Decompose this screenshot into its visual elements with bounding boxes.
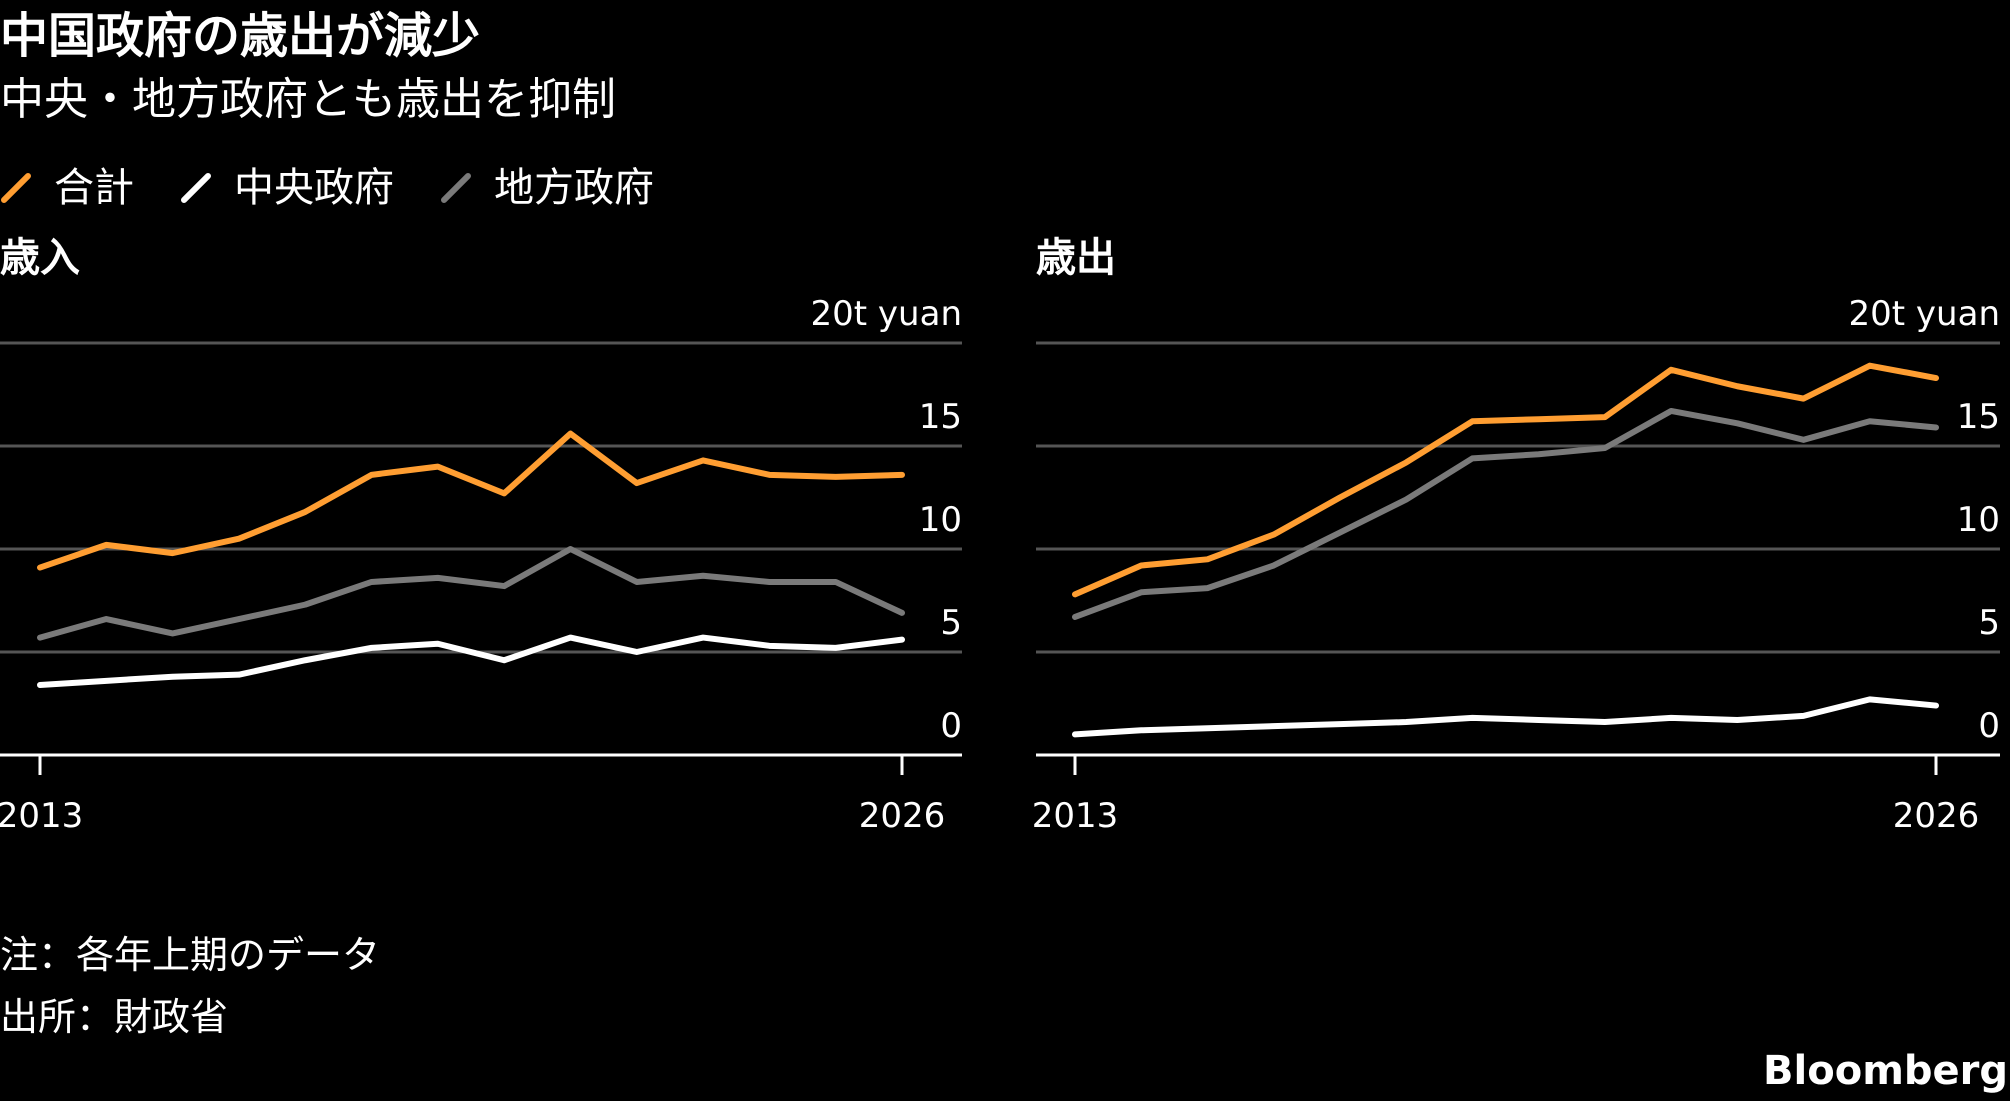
revenue-y-tick-label-0: 0 <box>940 706 962 746</box>
revenue-panel-title: 歳入 <box>0 235 80 281</box>
revenue-unit-label: 20t yuan <box>811 294 962 334</box>
expenditure-series-line-central <box>1072 696 1939 738</box>
bloomberg-logo: Bloomberg <box>1763 1048 2008 1094</box>
legend-swatch-total <box>1 173 31 203</box>
legend: 合計 中央政府 地方政府 <box>0 160 700 216</box>
expenditure-x-tick-label-2026: 2026 <box>1893 796 1980 836</box>
legend-item-total: 合計 <box>0 160 134 216</box>
footnote: 注：各年上期のデータ <box>0 933 381 977</box>
expenditure-y-tick-label-15: 15 <box>1957 397 2000 437</box>
source-note: 出所：財政省 <box>0 995 229 1039</box>
expenditure-x-tick-label-2013: 2013 <box>1032 796 1119 836</box>
expenditure-y-tick-label-0: 0 <box>1978 706 2000 746</box>
expenditure-y-tick-label-5: 5 <box>1978 603 2000 643</box>
expenditure-panel-title: 歳出 <box>1036 235 1116 281</box>
revenue-y-tick-label-5: 5 <box>940 603 962 643</box>
legend-swatch-central <box>181 173 211 203</box>
chart-subtitle: 中央・地方政府とも歳出を抑制 <box>0 74 616 125</box>
revenue-series-line-central <box>37 634 905 688</box>
revenue-x-tick-label-2013: 2013 <box>0 796 83 836</box>
expenditure-unit-label: 20t yuan <box>1849 294 2000 334</box>
expenditure-series-line-total <box>1072 362 1939 598</box>
expenditure-y-tick-label-10: 10 <box>1957 500 2000 540</box>
revenue-x-tick-label-2026: 2026 <box>859 796 946 836</box>
revenue-y-tick-label-15: 15 <box>919 397 962 437</box>
expenditure-series-line-local <box>1072 407 1939 620</box>
legend-item-central: 中央政府 <box>180 160 394 216</box>
revenue-y-tick-label-10: 10 <box>919 500 962 540</box>
legend-item-local: 地方政府 <box>440 160 654 216</box>
revenue-series-line-local <box>37 546 905 641</box>
legend-label-local: 地方政府 <box>494 165 654 211</box>
revenue-series-line-total <box>37 430 905 571</box>
legend-label-total: 合計 <box>54 165 134 211</box>
legend-swatch-local <box>441 173 471 203</box>
chart-title: 中国政府の歳出が減少 <box>0 8 481 64</box>
legend-label-central: 中央政府 <box>234 165 394 211</box>
